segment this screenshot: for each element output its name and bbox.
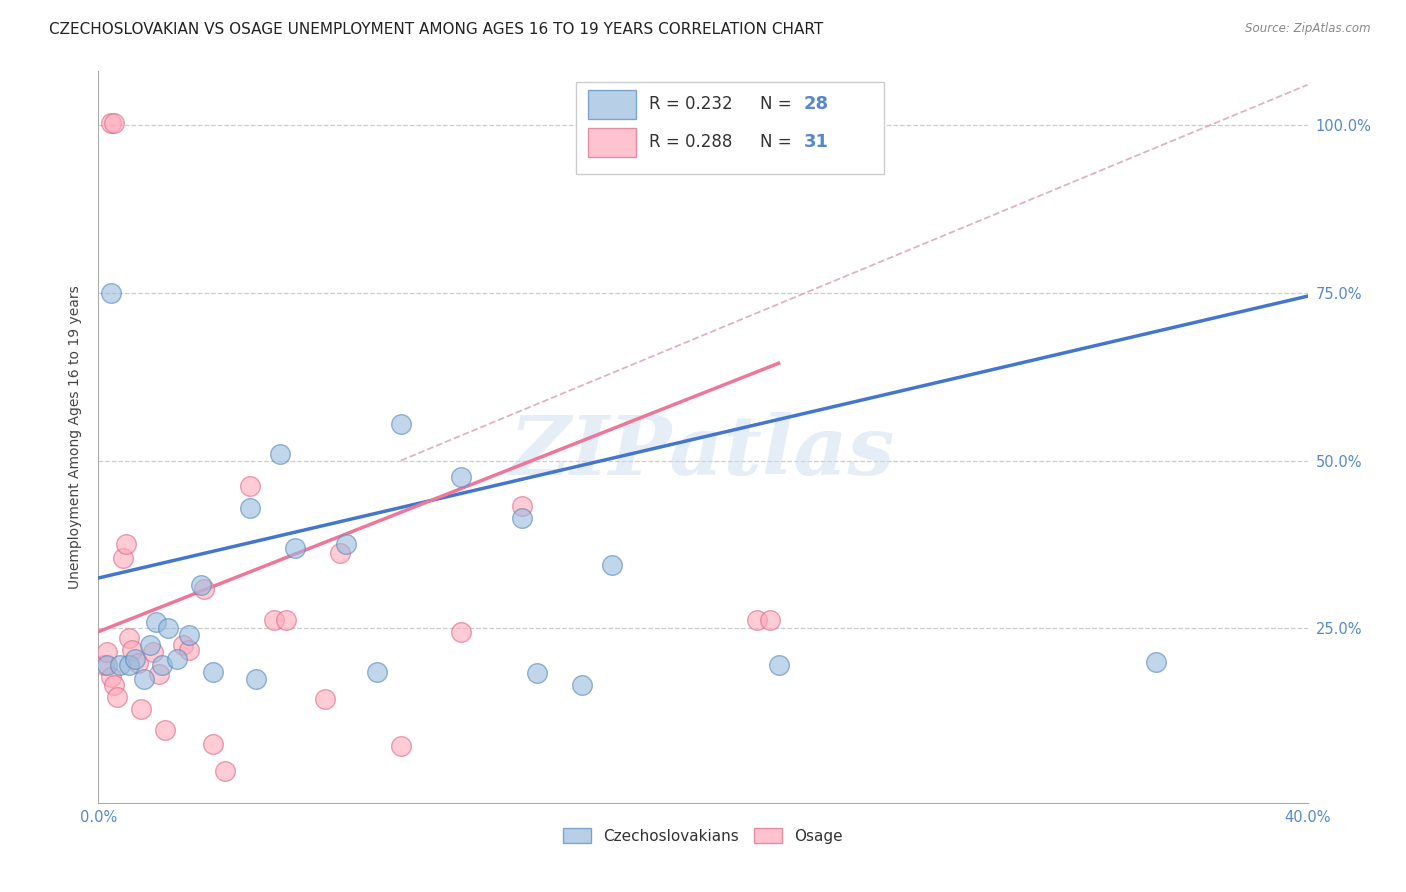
Point bbox=[118, 658, 141, 673]
Point bbox=[108, 658, 131, 673]
Point bbox=[96, 658, 118, 673]
Point bbox=[758, 613, 780, 627]
Point bbox=[179, 642, 201, 657]
Point bbox=[100, 285, 122, 300]
Point bbox=[166, 651, 188, 665]
FancyBboxPatch shape bbox=[588, 90, 637, 119]
Point bbox=[389, 739, 412, 753]
Point bbox=[193, 582, 215, 597]
Point bbox=[103, 116, 125, 130]
Point bbox=[129, 702, 152, 716]
Point bbox=[121, 642, 143, 657]
Point bbox=[329, 546, 352, 560]
Point bbox=[239, 500, 262, 515]
Point bbox=[142, 645, 165, 659]
Point bbox=[100, 116, 122, 130]
Point bbox=[124, 651, 146, 665]
Point bbox=[150, 658, 173, 673]
Point bbox=[179, 628, 201, 642]
Point bbox=[93, 658, 115, 673]
FancyBboxPatch shape bbox=[576, 82, 884, 174]
Text: 31: 31 bbox=[803, 133, 828, 152]
Point bbox=[335, 537, 357, 551]
Legend: Czechoslovakians, Osage: Czechoslovakians, Osage bbox=[557, 822, 849, 850]
Point bbox=[1144, 655, 1167, 669]
FancyBboxPatch shape bbox=[588, 128, 637, 157]
Point bbox=[145, 615, 167, 629]
Point bbox=[239, 479, 262, 493]
Point bbox=[747, 613, 769, 627]
Text: N =: N = bbox=[759, 95, 792, 113]
Text: R = 0.288: R = 0.288 bbox=[648, 133, 733, 152]
Text: N =: N = bbox=[759, 133, 792, 152]
Point bbox=[263, 613, 285, 627]
Point bbox=[132, 672, 155, 686]
Point bbox=[127, 657, 149, 671]
Point bbox=[314, 691, 336, 706]
Point bbox=[510, 510, 533, 524]
Point bbox=[366, 665, 388, 679]
Point bbox=[100, 670, 122, 684]
Point bbox=[269, 447, 291, 461]
Point bbox=[153, 723, 176, 738]
Text: Source: ZipAtlas.com: Source: ZipAtlas.com bbox=[1246, 22, 1371, 36]
Point bbox=[148, 667, 170, 681]
Point bbox=[389, 417, 412, 431]
Y-axis label: Unemployment Among Ages 16 to 19 years: Unemployment Among Ages 16 to 19 years bbox=[69, 285, 83, 589]
Point bbox=[190, 578, 212, 592]
Point bbox=[450, 624, 472, 639]
Point bbox=[202, 665, 225, 679]
Point bbox=[114, 537, 136, 551]
Point bbox=[105, 690, 128, 704]
Point bbox=[172, 638, 194, 652]
Text: R = 0.232: R = 0.232 bbox=[648, 95, 733, 113]
Text: CZECHOSLOVAKIAN VS OSAGE UNEMPLOYMENT AMONG AGES 16 TO 19 YEARS CORRELATION CHAR: CZECHOSLOVAKIAN VS OSAGE UNEMPLOYMENT AM… bbox=[49, 22, 824, 37]
Point bbox=[139, 638, 162, 652]
Point bbox=[96, 645, 118, 659]
Text: ZIPatlas: ZIPatlas bbox=[510, 412, 896, 491]
Point bbox=[156, 621, 179, 635]
Point bbox=[510, 499, 533, 513]
Point bbox=[602, 558, 624, 572]
Point bbox=[768, 658, 790, 673]
Point bbox=[103, 678, 125, 692]
Point bbox=[274, 613, 297, 627]
Text: 28: 28 bbox=[803, 95, 828, 113]
Point bbox=[571, 678, 593, 692]
Point bbox=[450, 470, 472, 484]
Point bbox=[214, 764, 236, 778]
Point bbox=[284, 541, 307, 555]
Point bbox=[526, 666, 548, 681]
Point bbox=[245, 672, 267, 686]
Point bbox=[202, 737, 225, 751]
Point bbox=[118, 632, 141, 646]
Point bbox=[111, 550, 134, 565]
